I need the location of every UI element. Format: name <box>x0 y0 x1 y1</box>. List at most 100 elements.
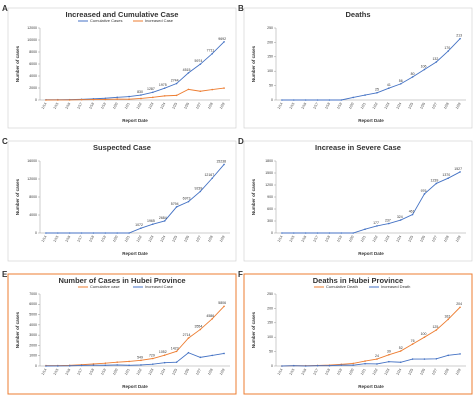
data-label: 1052 <box>159 350 167 354</box>
data-label: 1965 <box>147 219 155 223</box>
x-tick-label: 1/25 <box>171 235 178 243</box>
point <box>104 232 107 234</box>
y-tick-label: 0 <box>271 98 273 102</box>
point <box>163 87 166 89</box>
chart-title: Suspected Case <box>93 143 151 152</box>
x-tick-label: 1/27 <box>195 102 202 110</box>
x-tick-label: 1/21 <box>124 102 131 110</box>
y-axis-label: Number of cases <box>15 311 20 348</box>
y-axis-label: Number of cases <box>15 178 20 215</box>
point <box>447 50 449 52</box>
data-label: 2744 <box>171 78 179 82</box>
point <box>80 232 83 234</box>
series-line <box>45 87 225 101</box>
y-tick-label: 8000 <box>29 195 37 199</box>
x-tick-label: 1/15 <box>53 368 60 376</box>
series-line <box>281 171 461 234</box>
point <box>140 227 142 229</box>
x-tick-label: 1/28 <box>443 368 450 376</box>
point <box>140 97 142 100</box>
y-tick-label: 0 <box>35 364 37 368</box>
x-tick-label: 1/18 <box>88 235 95 243</box>
point <box>211 318 213 320</box>
y-axis-label: Number of cases <box>251 311 256 348</box>
data-label: 204 <box>456 302 462 306</box>
data-label: 177 <box>373 221 379 225</box>
x-tick-label: 1/14 <box>41 368 48 376</box>
y-tick-label: 50 <box>269 350 273 354</box>
point <box>80 98 83 101</box>
series-line <box>45 164 225 234</box>
x-axis-label: Report Date <box>358 251 384 256</box>
x-tick-label: 1/14 <box>41 102 48 110</box>
x-tick-label: 1/22 <box>136 102 143 110</box>
point <box>199 328 202 331</box>
x-tick-label: 1/20 <box>348 368 355 376</box>
point <box>140 94 142 96</box>
point <box>80 364 83 367</box>
y-tick-label: 4000 <box>29 74 37 78</box>
point <box>364 362 366 365</box>
x-tick-label: 1/20 <box>348 235 355 243</box>
point <box>68 365 71 367</box>
data-label: 1370 <box>442 173 450 177</box>
point <box>175 361 178 363</box>
data-label: 12167 <box>204 173 214 177</box>
point <box>293 364 295 367</box>
point <box>399 361 402 364</box>
point <box>459 306 461 309</box>
data-label: 125 <box>432 325 438 329</box>
point <box>175 206 178 208</box>
point <box>116 232 118 234</box>
point <box>328 99 331 101</box>
point <box>423 193 426 195</box>
x-tick-label: 1/22 <box>136 235 143 243</box>
data-label: 80 <box>411 72 415 76</box>
x-tick-label: 1/15 <box>53 102 60 110</box>
point <box>352 364 354 366</box>
point <box>116 98 118 100</box>
data-label: 830 <box>137 90 143 94</box>
point <box>399 83 402 85</box>
y-tick-label: 100 <box>267 69 273 73</box>
x-tick-label: 1/20 <box>112 102 119 110</box>
point <box>128 360 130 363</box>
data-label: 5806 <box>218 301 226 305</box>
point <box>152 223 154 225</box>
point <box>388 360 390 363</box>
data-label: 1975 <box>159 83 167 87</box>
y-tick-label: 300 <box>267 219 273 223</box>
data-label: 162 <box>444 314 450 318</box>
x-tick-label: 1/16 <box>300 368 307 376</box>
x-tick-label: 1/28 <box>207 368 214 376</box>
y-tick-label: 200 <box>267 40 273 44</box>
point <box>128 95 130 98</box>
series-line <box>281 38 461 101</box>
panel-frame <box>243 273 473 395</box>
y-axis-label: Number of cases <box>15 45 20 82</box>
x-tick-label: 1/27 <box>431 102 438 110</box>
point <box>376 225 378 227</box>
point <box>187 337 190 339</box>
chart-title: Deaths <box>345 10 370 19</box>
x-tick-label: 1/29 <box>455 235 462 243</box>
legend-label: Increased Case <box>145 18 174 23</box>
x-tick-label: 1/23 <box>384 235 391 243</box>
x-tick-label: 1/20 <box>112 235 119 243</box>
data-label: 1239 <box>431 178 439 182</box>
series-line <box>45 305 225 367</box>
x-tick-label: 1/28 <box>207 102 214 110</box>
point <box>316 364 319 367</box>
y-tick-label: 7000 <box>29 292 37 296</box>
y-tick-label: 250 <box>267 26 273 30</box>
point <box>175 94 178 97</box>
x-tick-label: 1/24 <box>395 102 402 110</box>
point <box>152 357 154 360</box>
panel-frame <box>243 140 473 262</box>
data-label: 2684 <box>159 216 167 220</box>
y-tick-label: 50 <box>269 84 273 88</box>
panel-frame <box>7 7 237 129</box>
point <box>152 96 154 99</box>
y-tick-label: 1800 <box>265 159 273 163</box>
point <box>211 354 213 357</box>
